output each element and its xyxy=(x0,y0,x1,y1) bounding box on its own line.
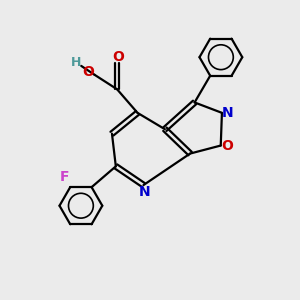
Text: N: N xyxy=(221,106,233,120)
Text: O: O xyxy=(82,65,94,80)
Text: H: H xyxy=(71,56,81,69)
Text: O: O xyxy=(221,139,233,153)
Text: F: F xyxy=(60,170,69,184)
Text: O: O xyxy=(112,50,124,64)
Text: N: N xyxy=(139,184,151,199)
